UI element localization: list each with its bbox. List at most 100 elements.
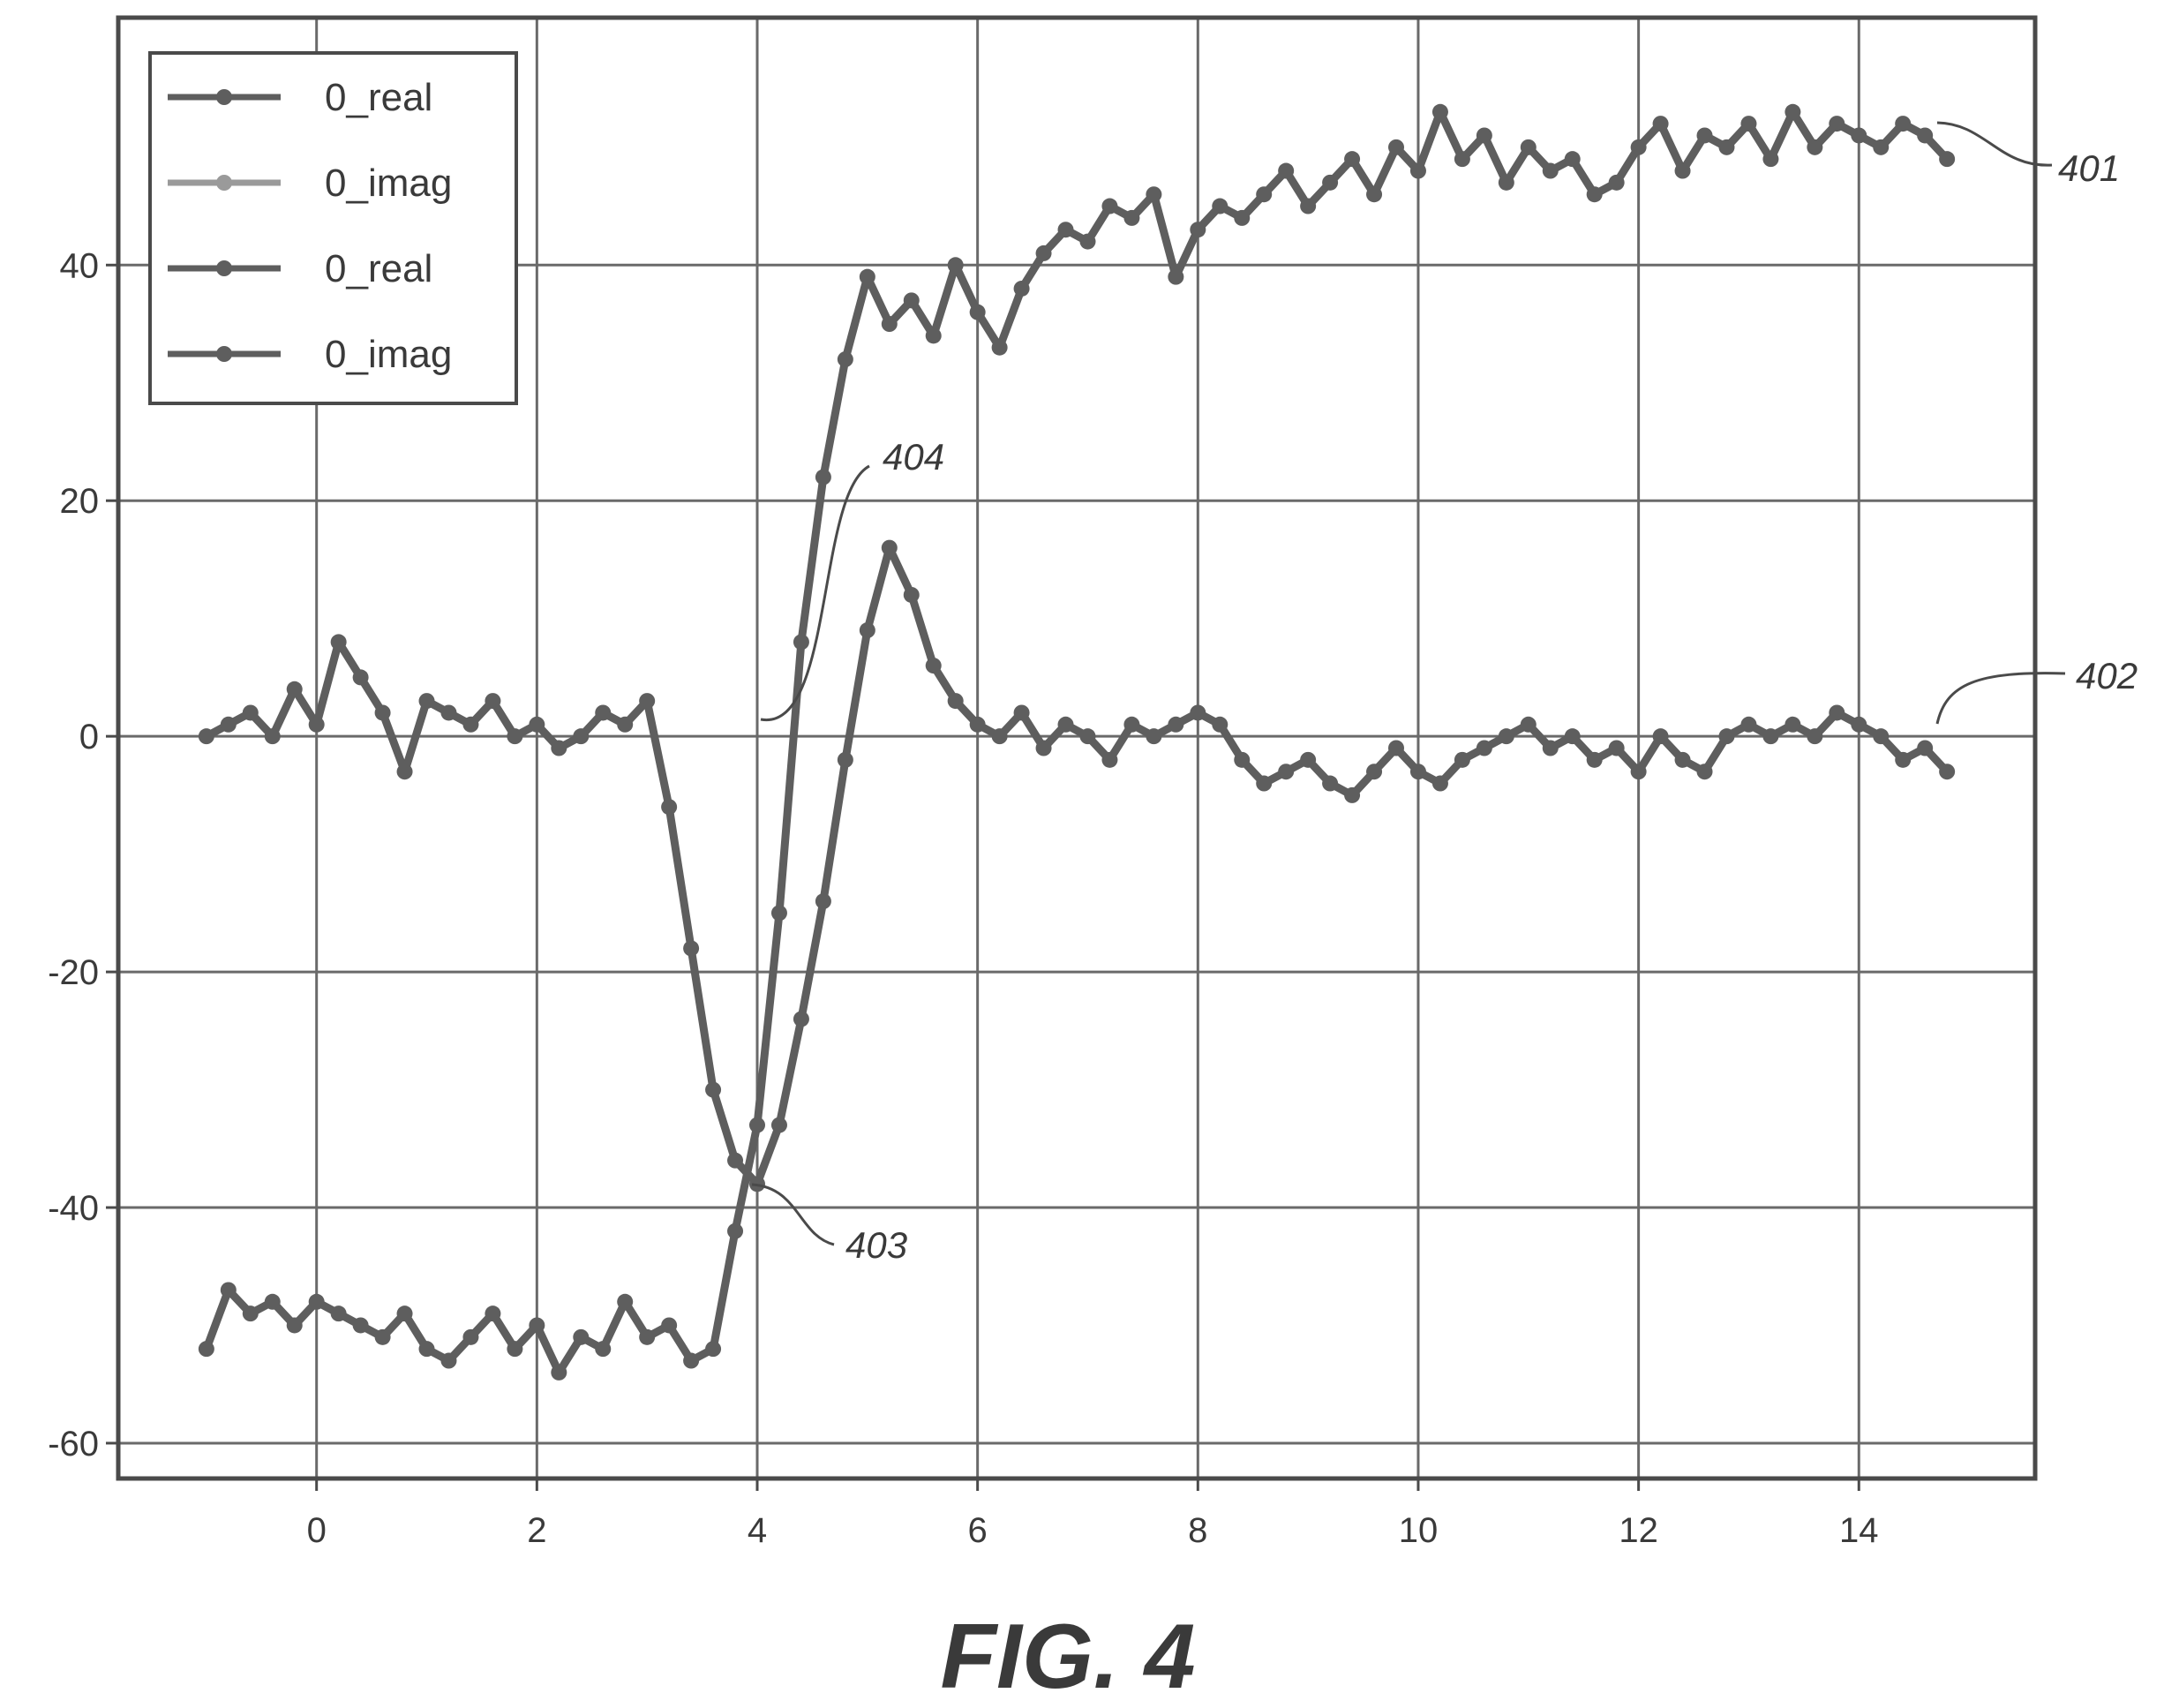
legend-box xyxy=(148,51,518,405)
data-point xyxy=(220,716,237,733)
data-point xyxy=(1454,751,1470,768)
figure-label: FIG. 4 xyxy=(941,1606,1196,1708)
data-point xyxy=(551,740,567,756)
x-tick-label: 8 xyxy=(1188,1511,1207,1550)
data-point xyxy=(330,1305,347,1322)
data-point xyxy=(1762,151,1779,168)
data-point xyxy=(1146,728,1162,745)
data-point xyxy=(903,292,920,309)
legend-label: 0_imag xyxy=(325,162,452,205)
legend-swatch-marker xyxy=(216,260,232,276)
data-point xyxy=(1057,222,1074,238)
x-tick-label: 10 xyxy=(1399,1511,1439,1550)
data-point xyxy=(1498,174,1514,191)
data-point xyxy=(1807,139,1823,155)
data-point xyxy=(1652,728,1669,745)
data-point xyxy=(352,1317,369,1334)
series-0_real-401 xyxy=(198,103,1956,1381)
data-point xyxy=(661,1317,678,1334)
data-point xyxy=(1718,139,1735,155)
data-point xyxy=(1829,704,1845,721)
data-point xyxy=(727,1223,744,1239)
data-point xyxy=(1785,716,1801,733)
legend-label: 0_imag xyxy=(325,333,452,376)
data-point xyxy=(837,351,853,368)
data-point xyxy=(1431,775,1448,792)
data-point xyxy=(573,1328,590,1345)
x-tick-label: 6 xyxy=(968,1511,988,1550)
data-point xyxy=(1586,186,1603,203)
data-point xyxy=(617,716,634,733)
data-point xyxy=(1674,162,1691,179)
axis-tick-labels: 0 2 4 6 8 10 12 14 -60 -40 -20 0 20 40 xyxy=(48,246,1878,1550)
data-point xyxy=(264,1293,281,1310)
data-point xyxy=(947,693,964,710)
data-point xyxy=(1409,162,1426,179)
data-point xyxy=(1234,751,1251,768)
data-point xyxy=(1278,764,1295,780)
leader-401 xyxy=(1936,121,2053,167)
data-point xyxy=(462,1328,479,1345)
data-point xyxy=(1829,116,1845,132)
data-point xyxy=(1630,139,1647,155)
x-tick-label: 4 xyxy=(748,1511,767,1550)
data-point xyxy=(770,905,787,922)
series-0_imag-402 xyxy=(198,539,1956,1193)
data-point xyxy=(639,1328,656,1345)
y-tick-label: 0 xyxy=(79,718,99,756)
data-point xyxy=(1101,751,1118,768)
y-tick-label: -40 xyxy=(48,1189,99,1228)
data-point xyxy=(903,586,920,603)
data-point xyxy=(1366,764,1383,780)
data-point xyxy=(1696,127,1713,144)
data-point xyxy=(925,327,942,344)
data-point xyxy=(1608,740,1625,756)
data-point xyxy=(837,751,853,768)
data-point xyxy=(1939,151,1956,168)
data-point xyxy=(1013,704,1030,721)
data-point xyxy=(1256,775,1273,792)
data-point xyxy=(1256,186,1273,203)
data-point xyxy=(1542,162,1559,179)
data-point xyxy=(1101,198,1118,214)
data-point xyxy=(1476,740,1492,756)
data-point xyxy=(705,1081,722,1098)
data-point xyxy=(440,1352,457,1369)
data-point xyxy=(991,728,1008,745)
data-point xyxy=(1630,764,1647,780)
data-point xyxy=(198,1341,214,1358)
data-point xyxy=(1278,162,1295,179)
data-point xyxy=(1542,740,1559,756)
x-tick-label: 0 xyxy=(307,1511,327,1550)
data-point xyxy=(1762,728,1779,745)
data-point xyxy=(1520,716,1537,733)
data-point xyxy=(1785,103,1801,120)
data-point xyxy=(1168,268,1184,285)
data-point xyxy=(1895,751,1912,768)
data-point xyxy=(396,764,413,780)
data-point xyxy=(418,1341,435,1358)
data-point xyxy=(1674,751,1691,768)
data-point xyxy=(770,1117,787,1133)
data-point xyxy=(1322,775,1339,792)
series-layer xyxy=(198,103,1956,1381)
data-point xyxy=(1807,728,1823,745)
data-point xyxy=(1895,116,1912,132)
data-point xyxy=(1344,786,1361,803)
data-point xyxy=(286,681,303,697)
data-point xyxy=(485,1305,501,1322)
reference-402: 402 xyxy=(2076,655,2138,696)
legend-items: 0_real 0_imag 0_real 0_imag xyxy=(168,76,452,376)
data-point xyxy=(198,728,214,745)
data-point xyxy=(418,693,435,710)
data-point xyxy=(683,940,700,957)
data-point xyxy=(1939,764,1956,780)
data-point xyxy=(374,1328,391,1345)
data-point xyxy=(1300,751,1317,768)
data-point xyxy=(1123,716,1140,733)
data-point xyxy=(242,704,259,721)
series-line xyxy=(202,544,1951,1188)
data-point xyxy=(881,539,898,556)
data-point xyxy=(1851,127,1867,144)
data-point xyxy=(925,658,942,674)
